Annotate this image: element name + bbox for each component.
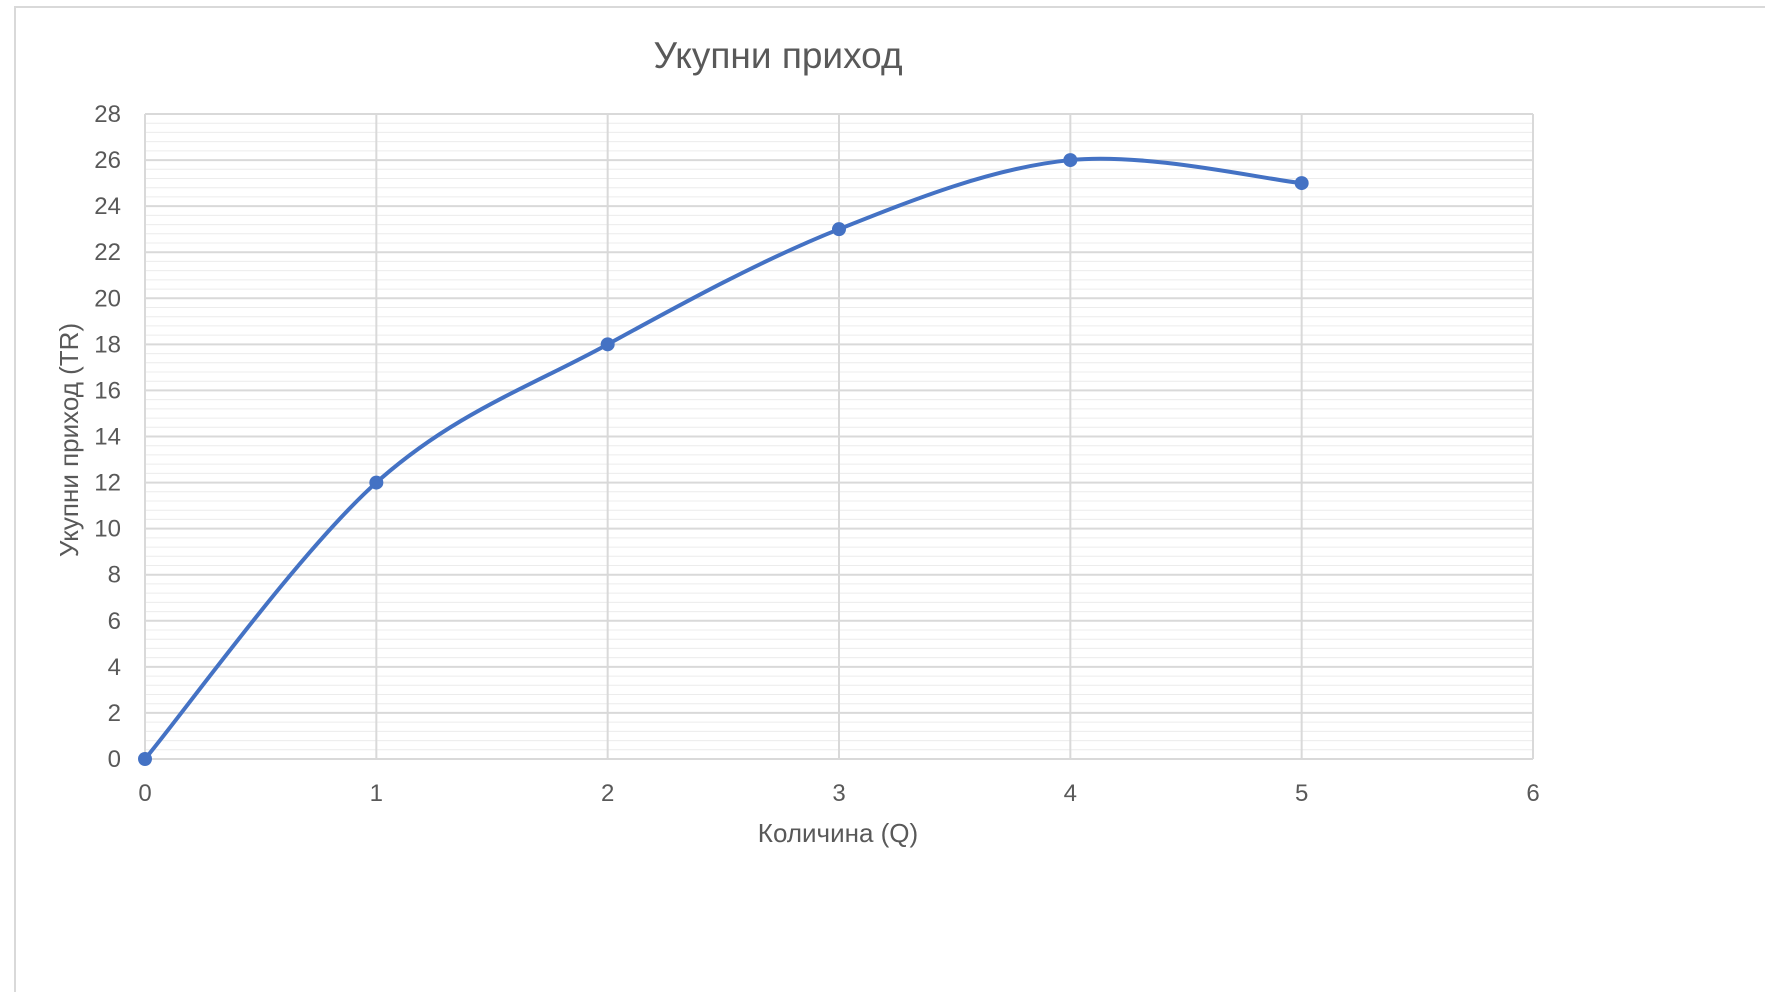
data-point-marker (138, 752, 152, 766)
series-line (143, 156, 1304, 761)
y-tick-label: 6 (108, 608, 121, 635)
y-tick-label: 22 (94, 239, 121, 266)
data-point-marker (1063, 153, 1078, 168)
x-tick-label: 4 (1064, 780, 1077, 807)
chart-area: 0 2 4 6 8 10 12 14 16 18 20 22 24 26 28 0 1 2 3 4 5 6 Укупни … (14, 6, 1765, 992)
y-tick-label: 4 (108, 654, 121, 681)
x-tick-label: 6 (1526, 780, 1539, 807)
y-tick-label: 24 (94, 193, 121, 220)
y-tick-label: 14 (94, 424, 121, 451)
y-tick-label: 10 (94, 516, 121, 543)
data-point-marker (369, 475, 384, 490)
x-tick-label: 5 (1295, 780, 1308, 807)
x-tick-label: 0 (138, 780, 151, 807)
y-tick-label: 8 (108, 562, 121, 589)
data-point-marker (832, 222, 846, 237)
y-tick-label: 20 (94, 285, 121, 312)
y-tick-label: 26 (94, 147, 121, 174)
y-tick-label: 28 (94, 101, 121, 128)
x-tick-label: 1 (370, 780, 383, 807)
x-tick-label: 2 (601, 780, 614, 807)
y-tick-label: 16 (94, 377, 121, 404)
chart-title: Укупни приход (653, 35, 902, 76)
x-axis-title: Количина (Q) (758, 818, 918, 848)
y-tick-label: 18 (94, 331, 121, 358)
gridlines (144, 113, 1534, 760)
y-tick-label: 0 (108, 746, 121, 773)
data-point-marker (1294, 176, 1309, 191)
y-tick-label: 2 (108, 700, 121, 727)
series-layer (138, 153, 1309, 766)
y-tick-label: 12 (94, 470, 121, 497)
x-tick-label: 3 (832, 780, 845, 807)
y-axis-title: Укупни приход (TR) (54, 323, 84, 557)
data-point-marker (600, 337, 615, 352)
